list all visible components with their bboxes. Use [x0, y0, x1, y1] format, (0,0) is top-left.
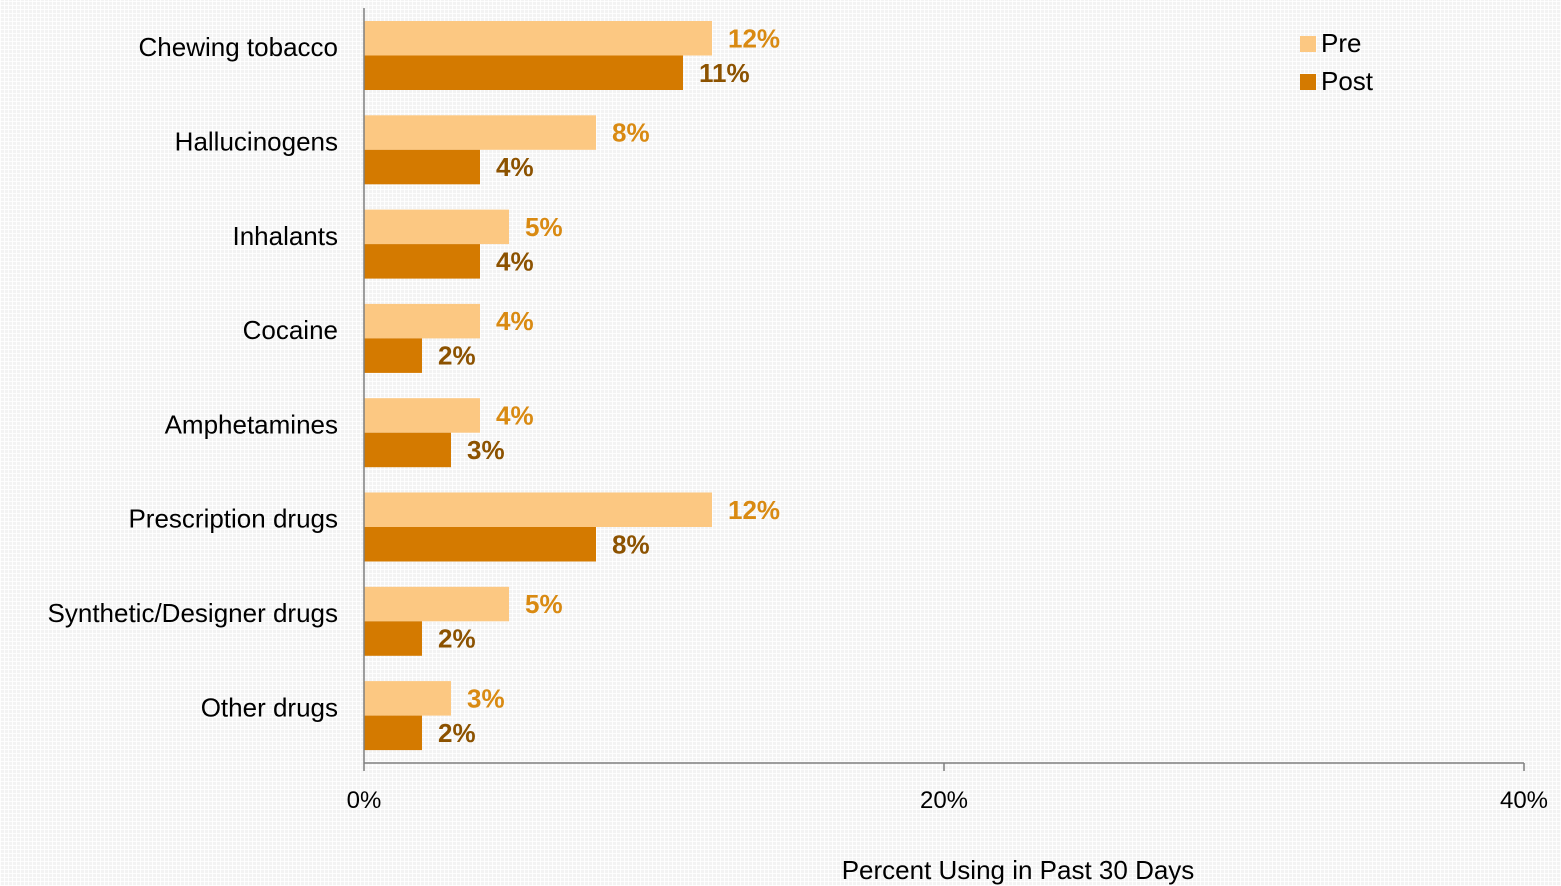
- data-label-post: 4%: [496, 246, 534, 276]
- category-label: Amphetamines: [165, 409, 338, 439]
- bar-pre: [364, 681, 451, 716]
- bar-pre: [364, 115, 596, 150]
- category-label: Synthetic/Designer drugs: [48, 598, 338, 628]
- category-label: Chewing tobacco: [139, 32, 338, 62]
- bar-post: [364, 432, 451, 468]
- data-label-post: 2%: [438, 718, 476, 748]
- bar-pre: [364, 21, 712, 56]
- bar-post: [364, 338, 422, 373]
- category-label: Inhalants: [232, 221, 338, 251]
- category-label: Hallucinogens: [175, 126, 338, 156]
- axes-layer: 0% 20% 40%: [347, 8, 1548, 814]
- bar-pre: [364, 303, 480, 339]
- legend-label-post: Post: [1321, 66, 1374, 96]
- bar-post: [364, 715, 422, 751]
- bar-post: [364, 55, 683, 90]
- legend-label-pre: Pre: [1321, 28, 1361, 58]
- bar-pre: [364, 586, 509, 622]
- x-tick-label: 0%: [347, 787, 382, 814]
- value-labels-layer: 12% 11% 8% 4% 5% 4% 4% 2% 4% 3% 12% 8% 5% 2% 3% 2%: [438, 23, 780, 748]
- category-label: Other drugs: [201, 692, 338, 722]
- data-label-pre: 5%: [525, 212, 563, 242]
- x-axis-title: Percent Using in Past 30 Days: [842, 855, 1195, 885]
- bar-post: [364, 149, 480, 185]
- data-label-pre: 4%: [496, 400, 534, 430]
- data-label-pre: 3%: [467, 683, 505, 713]
- data-label-pre: 4%: [496, 306, 534, 336]
- bar-post: [364, 527, 596, 562]
- category-label: Cocaine: [243, 315, 338, 345]
- data-label-post: 4%: [496, 152, 534, 182]
- data-label-post: 11%: [699, 58, 750, 88]
- bar-post: [364, 621, 422, 656]
- bar-post: [364, 244, 480, 279]
- bars-layer: [364, 21, 712, 751]
- data-label-pre: 12%: [728, 495, 780, 525]
- data-label-pre: 8%: [612, 118, 650, 148]
- data-label-post: 8%: [612, 529, 650, 559]
- bar-pre: [364, 398, 480, 433]
- data-label-post: 2%: [438, 624, 476, 654]
- legend: Pre Post: [1300, 28, 1374, 96]
- bar-pre: [364, 492, 712, 527]
- data-label-post: 3%: [467, 435, 505, 465]
- data-label-pre: 12%: [728, 23, 780, 53]
- category-label: Prescription drugs: [128, 504, 338, 534]
- x-tick-label: 20%: [920, 787, 968, 814]
- category-labels-layer: Chewing tobacco Hallucinogens Inhalants Coc…: [48, 32, 338, 722]
- x-tick-label: 40%: [1500, 787, 1548, 814]
- data-label-post: 2%: [438, 341, 476, 371]
- bar-pre: [364, 209, 509, 245]
- data-label-pre: 5%: [525, 589, 563, 619]
- legend-swatch-post: [1300, 74, 1316, 90]
- legend-swatch-pre: [1300, 36, 1316, 52]
